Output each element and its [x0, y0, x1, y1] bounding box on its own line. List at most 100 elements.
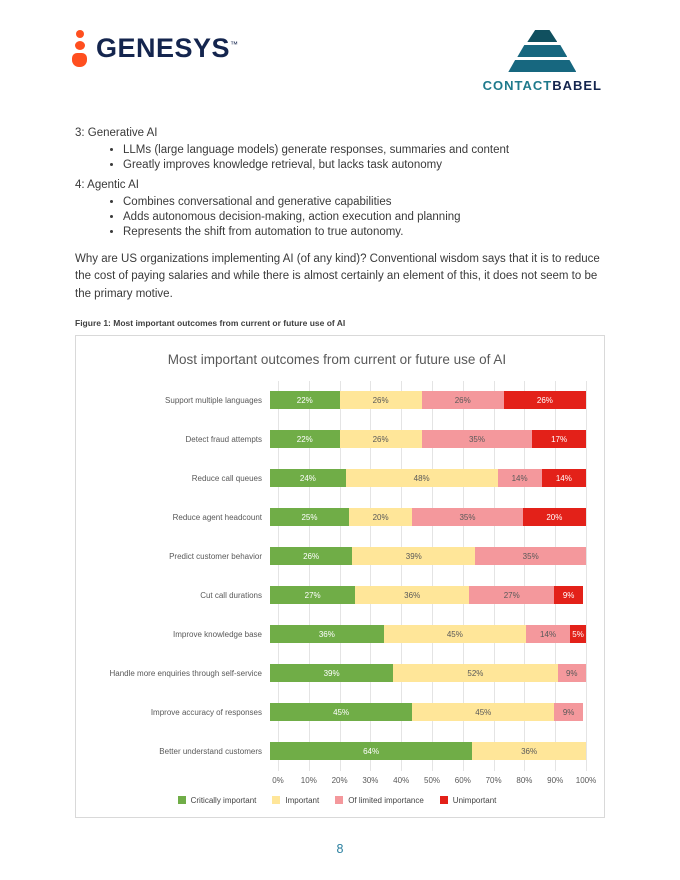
- genesys-dot-icon: [75, 30, 84, 38]
- chart-row: Reduce agent headcount 25% 20% 35% 20%: [88, 498, 586, 537]
- bar-segment: 26%: [421, 391, 504, 410]
- category-label: Detect fraud attempts: [185, 434, 262, 444]
- contactbabel-pyramid-icon: [508, 30, 577, 72]
- gridline: [462, 380, 464, 771]
- legend-item: Critically important: [177, 795, 257, 805]
- bar-segment: 45%: [270, 703, 413, 722]
- figure-1-chart: Most important outcomes from current or …: [75, 334, 605, 818]
- genesys-logo: GENESYS™: [72, 30, 239, 67]
- bar-segment: 35%: [412, 508, 523, 527]
- bullet-item: Greatly improves knowledge retrieval, bu…: [123, 159, 605, 171]
- category-label: Improve accuracy of responses: [150, 707, 262, 717]
- contactbabel-logo: CONTACTBABEL: [483, 30, 602, 93]
- chart-row: Improve knowledge base 36% 45% 14% 5%: [88, 615, 586, 654]
- contactbabel-wordmark: CONTACTBABEL: [483, 78, 602, 93]
- legend-swatch-icon: [272, 796, 281, 805]
- genesys-wordmark: GENESYS™: [96, 33, 239, 64]
- gridline: [493, 380, 495, 771]
- gridline: [401, 380, 403, 771]
- gridline: [524, 380, 526, 771]
- bar-track: 26% 39% 35%: [270, 547, 586, 566]
- bar-segment: 64%: [270, 742, 473, 761]
- bar-segment: 9%: [554, 703, 583, 722]
- bar-track: 36% 45% 14% 5%: [270, 625, 586, 644]
- x-axis-tick: 90%: [547, 775, 564, 785]
- chart-title: Most important outcomes from current or …: [167, 351, 507, 367]
- bar-segment: 36%: [270, 625, 384, 644]
- category-label: Better understand customers: [159, 746, 262, 756]
- genesys-wordmark-text: GENESYS: [96, 33, 231, 63]
- bar-segment: 35%: [475, 547, 586, 566]
- category-label: Predict customer behavior: [169, 551, 262, 561]
- gridline: [339, 380, 341, 771]
- legend-label: Unimportant: [452, 795, 497, 805]
- category-label: Cut call durations: [200, 590, 262, 600]
- gridline: [586, 380, 587, 771]
- x-axis-tick: 20%: [331, 775, 348, 785]
- bar-segment: 39%: [352, 547, 476, 566]
- bar-segment: 20%: [349, 508, 413, 527]
- category-label: Support multiple languages: [165, 395, 262, 405]
- section-4-bullets: Combines conversational and generative c…: [75, 196, 605, 238]
- bar-segment: 35%: [421, 430, 533, 449]
- chart-gridlines: [278, 380, 587, 771]
- bar-segment: 52%: [393, 664, 558, 683]
- bar-segment: 22%: [270, 391, 340, 410]
- category-label: Improve knowledge base: [173, 629, 262, 639]
- intro-paragraph: Why are US organizations implementing AI…: [75, 253, 600, 300]
- x-axis-tick: 30%: [362, 775, 379, 785]
- masthead: GENESYS™ CONTACTBABEL: [0, 0, 680, 93]
- page-number: 8: [336, 842, 344, 856]
- chart-row: Detect fraud attempts 22% 26% 35% 17%: [88, 420, 586, 459]
- page-body: 3: Generative AI LLMs (large language mo…: [0, 93, 680, 818]
- bar-track: 45% 45% 9%: [270, 703, 586, 722]
- category-label: Reduce agent headcount: [172, 512, 262, 522]
- section-3-heading: 3: Generative AI: [75, 127, 158, 139]
- gridline: [308, 380, 310, 771]
- x-axis-tick: 80%: [516, 775, 533, 785]
- bar-track: 27% 36% 27% 9%: [270, 586, 586, 605]
- bar-segment: 39%: [270, 664, 394, 683]
- bar-segment: 17%: [532, 430, 586, 449]
- chart-rows: Support multiple languages 22% 26% 26% 26% De…: [88, 381, 586, 771]
- chart-row: Predict customer behavior 26% 39% 35%: [88, 537, 586, 576]
- bar-segment: 14%: [525, 625, 571, 644]
- legend-swatch-icon: [439, 796, 448, 805]
- trademark-symbol: ™: [230, 40, 239, 49]
- x-axis-tick: 0%: [272, 775, 284, 785]
- page-footer: 8: [0, 842, 680, 856]
- bar-segment: 26%: [270, 547, 353, 566]
- chart-row: Cut call durations 27% 36% 27% 9%: [88, 576, 586, 615]
- category-label: Reduce call queues: [191, 473, 262, 483]
- bar-segment: 48%: [345, 469, 498, 488]
- genesys-dot-icon: [72, 53, 87, 67]
- section-3-bullets: LLMs (large language models) generate re…: [75, 144, 605, 171]
- bar-segment: 45%: [412, 703, 555, 722]
- bar-segment: 25%: [270, 508, 349, 527]
- bar-segment: 20%: [522, 508, 586, 527]
- legend-label: Critically important: [190, 795, 257, 805]
- pyramid-middle: [517, 45, 568, 57]
- chart-row: Improve accuracy of responses 45% 45% 9%: [88, 693, 586, 732]
- legend-label: Important: [285, 795, 320, 805]
- bar-track: 24% 48% 14% 14%: [270, 469, 586, 488]
- bar-segment: 36%: [355, 586, 470, 605]
- legend-label: Of limited importance: [348, 795, 424, 805]
- legend-swatch-icon: [335, 796, 344, 805]
- contactbabel-contact-text: CONTACT: [482, 78, 553, 93]
- bar-segment: 14%: [541, 469, 586, 488]
- chart-x-axis: 0% 10% 20% 30% 40% 50% 60% 70% 80% 90% 100%: [272, 774, 596, 788]
- x-axis-tick: 100%: [575, 775, 597, 785]
- bar-segment: 36%: [472, 742, 586, 761]
- legend-item: Unimportant: [439, 795, 497, 805]
- pyramid-top: [527, 30, 558, 42]
- x-axis-tick: 10%: [300, 775, 317, 785]
- bullet-item: Adds autonomous decision-making, action …: [123, 211, 605, 223]
- gridline: [370, 380, 372, 771]
- pyramid-bottom: [508, 60, 577, 72]
- chart-row: Reduce call queues 24% 48% 14% 14%: [88, 459, 586, 498]
- x-axis-tick: 50%: [423, 775, 441, 785]
- gridline: [555, 380, 557, 771]
- bar-segment: 45%: [383, 625, 526, 644]
